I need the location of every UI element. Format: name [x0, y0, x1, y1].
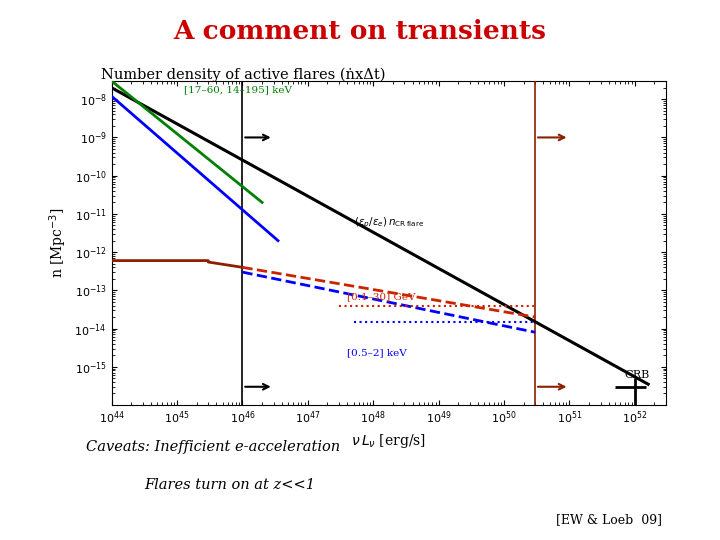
- Y-axis label: n [Mpc$^{-3}$]: n [Mpc$^{-3}$]: [48, 208, 69, 278]
- X-axis label: $\nu\, L_{\nu}$ [erg/s]: $\nu\, L_{\nu}$ [erg/s]: [351, 432, 426, 450]
- Text: $(\varepsilon_p/\varepsilon_e)\, n_{\rm CR\,flare}$: $(\varepsilon_p/\varepsilon_e)\, n_{\rm …: [354, 216, 423, 230]
- Text: [0.5–2] keV: [0.5–2] keV: [347, 348, 407, 357]
- Text: [17–60, 14–195] keV: [17–60, 14–195] keV: [184, 85, 292, 94]
- Text: [EW & Loeb  09]: [EW & Loeb 09]: [557, 514, 662, 526]
- Text: Number density of active flares (ṅxΔt): Number density of active flares (ṅxΔt): [101, 68, 385, 82]
- Text: Caveats: Inefficient e-acceleration: Caveats: Inefficient e-acceleration: [86, 440, 341, 454]
- Text: Flares turn on at z<<1: Flares turn on at z<<1: [144, 478, 315, 492]
- Text: [0.1–30] GeV: [0.1–30] GeV: [347, 292, 415, 301]
- Text: GRB: GRB: [625, 370, 650, 380]
- Text: A comment on transients: A comment on transients: [174, 19, 546, 44]
